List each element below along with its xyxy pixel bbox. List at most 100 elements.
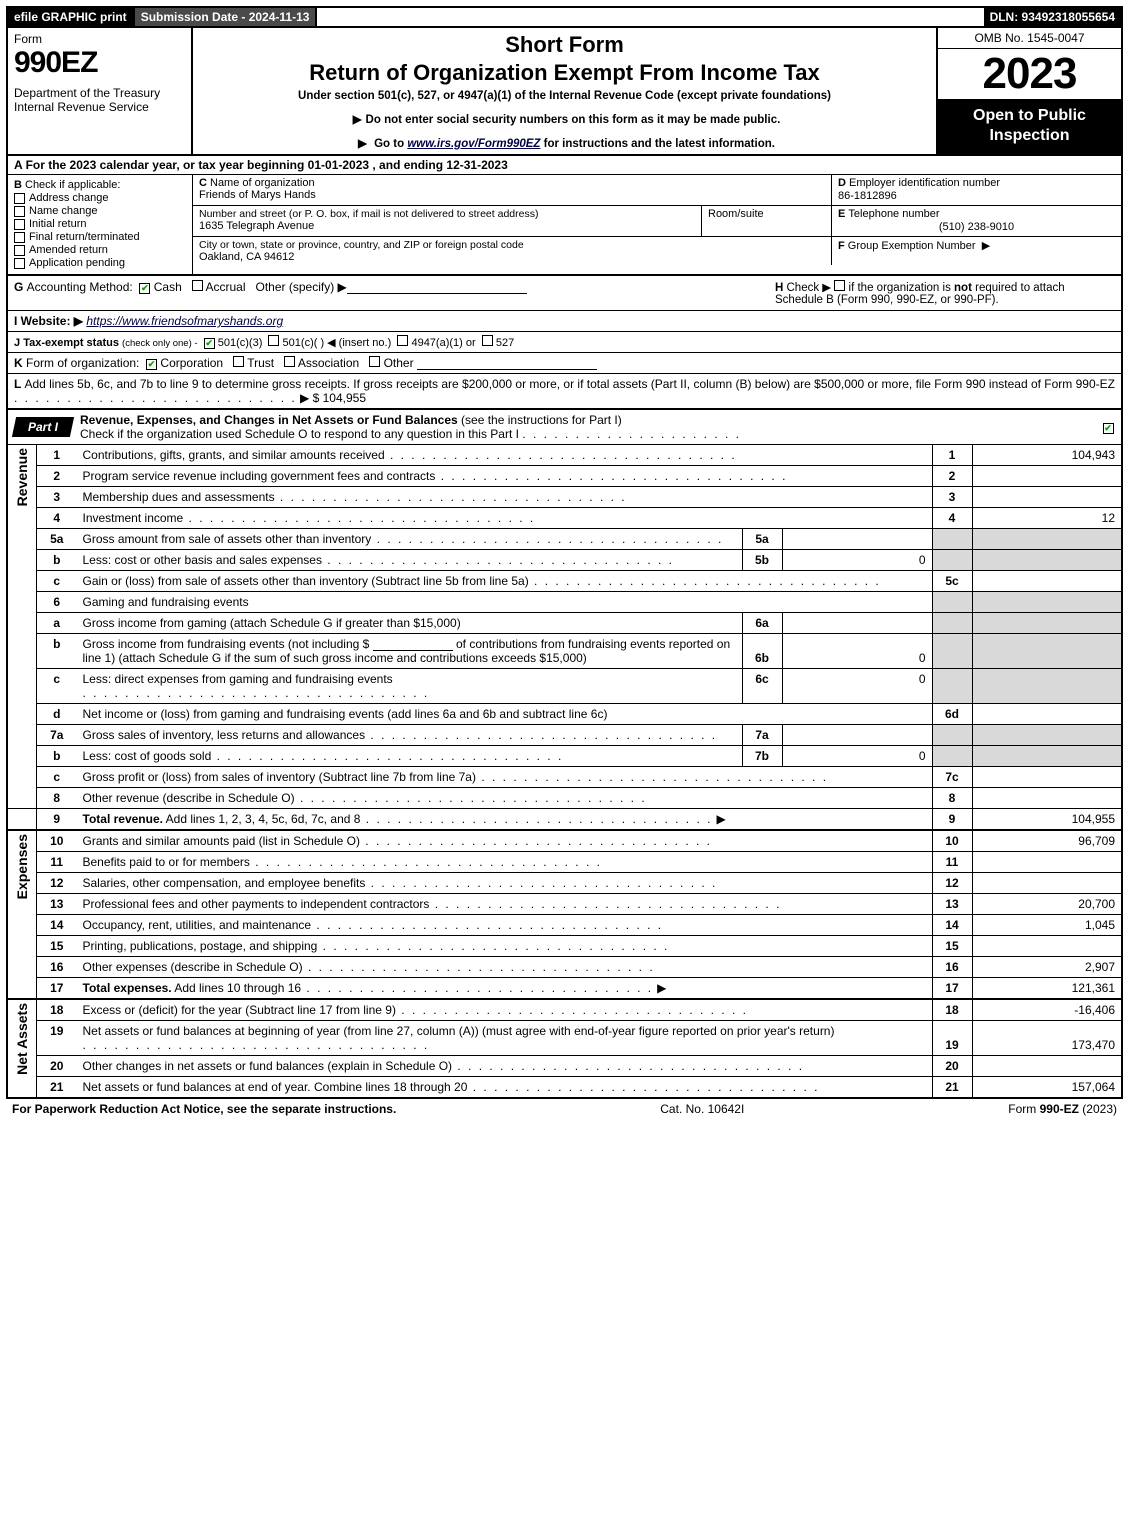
goto-prefix: Go to: [374, 138, 407, 150]
line-desc: Gain or (loss) from sale of assets other…: [83, 574, 529, 588]
footer-left: For Paperwork Reduction Act Notice, see …: [12, 1102, 396, 1116]
line-desc: Less: cost of goods sold: [83, 749, 212, 763]
sub-value: [782, 613, 932, 634]
j-label: Tax-exempt status: [23, 337, 119, 349]
line-value: 96,709: [972, 830, 1122, 852]
h-text2: if the organization is: [849, 282, 954, 294]
sub-num: 6b: [742, 634, 782, 669]
chk-accrual[interactable]: [192, 280, 203, 291]
line-num: 11: [37, 852, 77, 873]
right-num: 5c: [932, 571, 972, 592]
efile-print[interactable]: efile GRAPHIC print: [8, 8, 135, 26]
chk-corporation[interactable]: [146, 359, 157, 370]
checkbox-icon[interactable]: [14, 258, 25, 269]
main-title: Return of Organization Exempt From Incom…: [201, 60, 928, 86]
org-name-cell: C Name of organization Friends of Marys …: [193, 175, 831, 205]
chk-label: Final return/terminated: [29, 231, 140, 243]
line-6: 6 Gaming and fundraising events: [7, 592, 1122, 613]
checkbox-icon[interactable]: [14, 245, 25, 256]
line-num: 10: [37, 830, 77, 852]
line-desc: Add lines 1, 2, 3, 4, 5c, 6d, 7c, and 8: [163, 812, 360, 826]
line-1: Revenue 1 Contributions, gifts, grants, …: [7, 445, 1122, 466]
line-desc: Gross income from gaming (attach Schedul…: [83, 616, 461, 630]
irs-link[interactable]: www.irs.gov/Form990EZ: [407, 138, 540, 150]
street-value: 1635 Telegraph Avenue: [199, 220, 314, 232]
page-footer: For Paperwork Reduction Act Notice, see …: [6, 1097, 1123, 1119]
chk-name-change[interactable]: Name change: [14, 205, 186, 217]
revenue-tail: [7, 809, 37, 831]
line-num: 8: [37, 788, 77, 809]
checkbox-icon[interactable]: [14, 232, 25, 243]
line-value: 2,907: [972, 957, 1122, 978]
line-num: 4: [37, 508, 77, 529]
sub-num: 5a: [742, 529, 782, 550]
checkbox-icon[interactable]: [1103, 423, 1114, 434]
row-a-text: For the 2023 calendar year, or tax year …: [26, 158, 508, 172]
footer-right: Form 990-EZ (2023): [1008, 1102, 1117, 1116]
chk-label: Application pending: [29, 257, 125, 269]
line-20: 20 Other changes in net assets or fund b…: [7, 1056, 1122, 1077]
line-desc: Professional fees and other payments to …: [83, 897, 430, 911]
goto-suffix: for instructions and the latest informat…: [544, 138, 775, 150]
line-num: d: [37, 704, 77, 725]
line-11: 11 Benefits paid to or for members 11: [7, 852, 1122, 873]
chk-schedule-b[interactable]: [834, 280, 845, 291]
right-num: 21: [932, 1077, 972, 1098]
group-exemption-cell: F Group Exemption Number ▶: [831, 237, 1121, 265]
line-6a: a Gross income from gaming (attach Sched…: [7, 613, 1122, 634]
cash-label: Cash: [154, 280, 182, 294]
city-value: Oakland, CA 94612: [199, 251, 294, 263]
l-text: Add lines 5b, 6c, and 7b to line 9 to de…: [24, 377, 1115, 391]
line-num: 16: [37, 957, 77, 978]
chk-527[interactable]: [482, 335, 493, 346]
other-specify-blank[interactable]: [347, 280, 527, 294]
line-num: 20: [37, 1056, 77, 1077]
street-label: Number and street (or P. O. box, if mail…: [199, 208, 538, 220]
k-o2: Trust: [247, 356, 274, 370]
line-num: b: [37, 634, 77, 669]
part1-title-note: (see the instructions for Part I): [461, 413, 622, 427]
chk-other-org[interactable]: [369, 356, 380, 367]
grey-cell: [972, 592, 1122, 613]
h-text1: Check ▶: [787, 282, 832, 294]
ein-value: 86-1812896: [838, 189, 1115, 203]
ein-label: Employer identification number: [849, 177, 1000, 189]
goto-line: Go to www.irs.gov/Form990EZ for instruct…: [201, 136, 928, 150]
line-desc: Less: direct expenses from gaming and fu…: [83, 672, 393, 686]
footer-form-suffix: (2023): [1079, 1102, 1117, 1116]
chk-501c3[interactable]: [204, 338, 215, 349]
chk-address-change[interactable]: Address change: [14, 192, 186, 204]
chk-trust[interactable]: [233, 356, 244, 367]
checkbox-icon[interactable]: [14, 206, 25, 217]
line-desc: Program service revenue including govern…: [83, 469, 436, 483]
line-desc: Gaming and fundraising events: [83, 595, 249, 609]
line-num: c: [37, 767, 77, 788]
chk-association[interactable]: [284, 356, 295, 367]
chk-application-pending[interactable]: Application pending: [14, 257, 186, 269]
right-num: 4: [932, 508, 972, 529]
section-k: K Form of organization: Corporation Trus…: [6, 353, 1123, 374]
chk-final-return[interactable]: Final return/terminated: [14, 231, 186, 243]
line-desc: Investment income: [83, 511, 184, 525]
arrow-icon: ▶: [982, 240, 990, 252]
right-num: 12: [932, 873, 972, 894]
checkbox-icon[interactable]: [14, 193, 25, 204]
grey-cell: [972, 725, 1122, 746]
contrib-blank[interactable]: [373, 637, 453, 651]
line-num: b: [37, 550, 77, 571]
part1-schedule-o-check[interactable]: [1095, 420, 1121, 434]
line-desc: Membership dues and assessments: [83, 490, 275, 504]
website-link[interactable]: https://www.friendsofmaryshands.org: [86, 314, 283, 328]
sub-num: 6a: [742, 613, 782, 634]
line-desc: Add lines 10 through 16: [172, 981, 301, 995]
chk-amended-return[interactable]: Amended return: [14, 244, 186, 256]
line-value: [972, 788, 1122, 809]
chk-501c[interactable]: [268, 335, 279, 346]
checkbox-icon[interactable]: [14, 219, 25, 230]
grey-cell: [972, 669, 1122, 704]
line-value: 121,361: [972, 978, 1122, 1000]
chk-initial-return[interactable]: Initial return: [14, 218, 186, 230]
chk-4947[interactable]: [397, 335, 408, 346]
chk-cash[interactable]: [139, 283, 150, 294]
other-org-blank[interactable]: [417, 356, 597, 370]
